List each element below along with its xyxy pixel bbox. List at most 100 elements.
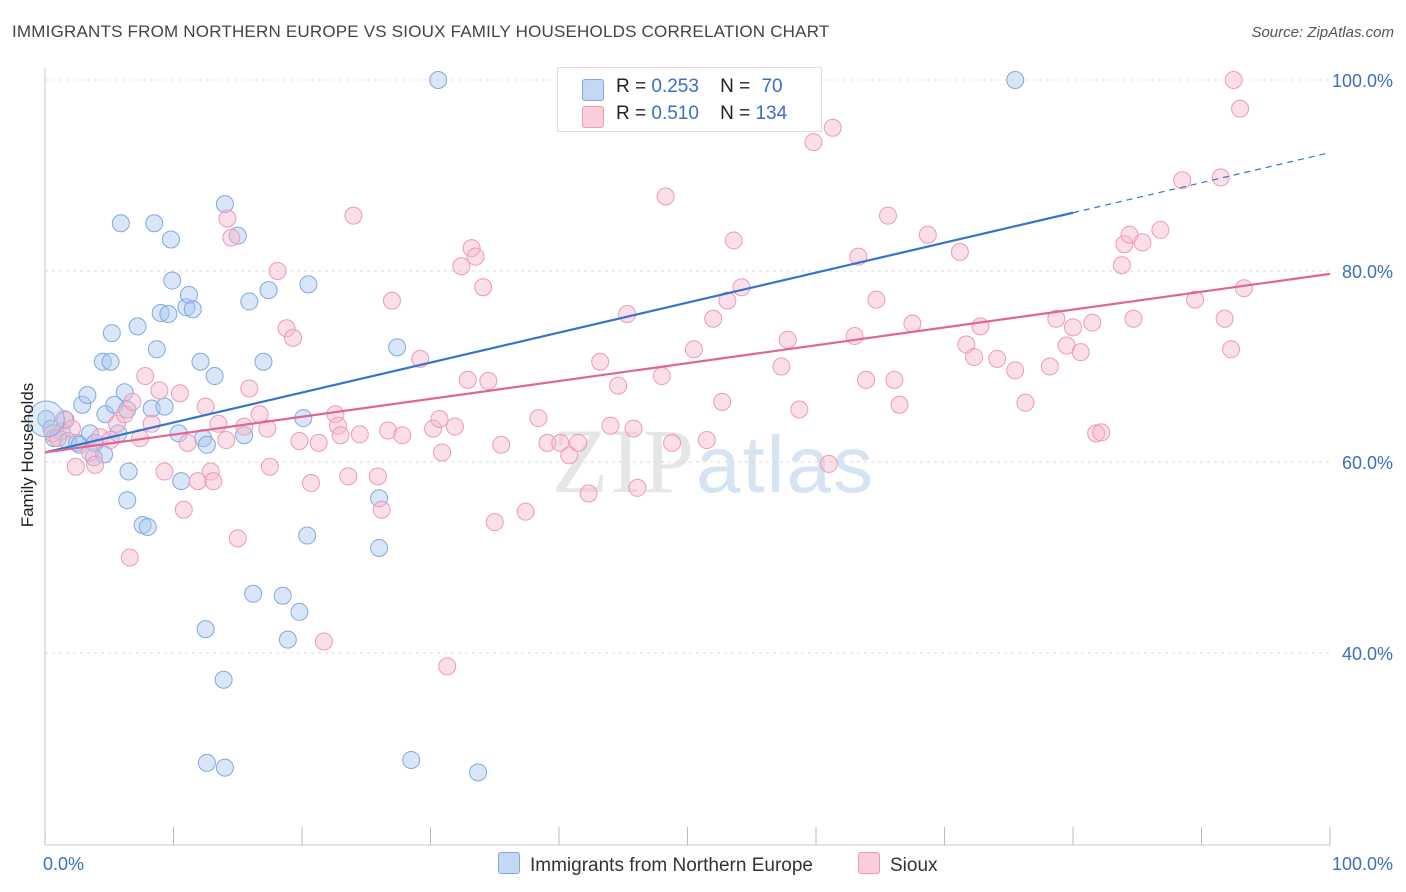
point-sioux <box>344 206 363 225</box>
point-sioux <box>1222 340 1241 359</box>
point-sioux <box>479 371 498 390</box>
point-sioux <box>1006 361 1025 380</box>
point-sioux <box>66 457 85 476</box>
point-sioux <box>240 379 259 398</box>
point-northern-europe <box>147 340 166 359</box>
point-sioux <box>819 454 838 473</box>
point-sioux <box>903 314 922 333</box>
point-sioux <box>772 357 791 376</box>
point-northern-europe <box>278 630 297 649</box>
point-northern-europe <box>172 472 191 491</box>
legend-r-value-northern-europe: 0.253 <box>651 76 699 97</box>
point-sioux <box>804 133 823 152</box>
point-sioux <box>1215 309 1234 328</box>
point-sioux <box>1115 235 1134 254</box>
point-sioux <box>301 474 320 493</box>
point-sioux <box>452 257 471 276</box>
point-sioux <box>218 209 237 228</box>
point-sioux <box>204 472 223 491</box>
legend-n-label: N = <box>720 103 751 124</box>
point-sioux <box>569 433 588 452</box>
point-sioux <box>48 429 67 448</box>
point-sioux <box>1016 393 1035 412</box>
point-sioux <box>107 414 126 433</box>
point-northern-europe <box>290 602 309 621</box>
legend-r-label: R = <box>616 103 647 124</box>
point-sioux <box>579 484 598 503</box>
point-northern-europe <box>183 300 202 319</box>
point-sioux <box>1151 220 1170 239</box>
point-northern-europe <box>298 526 317 545</box>
point-northern-europe <box>244 584 263 603</box>
point-sioux <box>393 426 412 445</box>
y-axis-label: Family Households <box>18 382 37 528</box>
point-sioux <box>1047 309 1066 328</box>
point-northern-europe <box>159 304 178 323</box>
point-sioux <box>222 228 241 247</box>
point-sioux <box>438 657 457 676</box>
point-northern-europe <box>254 352 273 371</box>
point-northern-europe <box>145 214 164 233</box>
point-northern-europe <box>102 324 121 343</box>
point-sioux <box>462 239 481 258</box>
point-sioux <box>217 431 236 450</box>
bottom-legend-label-northern-europe: Immigrants from Northern Europe <box>530 855 813 876</box>
point-sioux <box>258 419 277 438</box>
point-sioux <box>466 247 485 266</box>
point-sioux <box>1092 423 1111 442</box>
point-sioux <box>485 513 504 532</box>
point-sioux <box>652 367 671 386</box>
point-sioux <box>424 419 443 438</box>
point-sioux <box>684 340 703 359</box>
point-sioux <box>474 278 493 297</box>
point-sioux <box>178 433 197 452</box>
legend-r-label: R = <box>616 76 647 97</box>
point-sioux <box>433 443 452 462</box>
point-sioux <box>150 381 169 400</box>
trend-line-northern-europe <box>44 211 1074 454</box>
point-sioux <box>628 478 647 497</box>
point-sioux <box>339 467 358 486</box>
point-northern-europe <box>240 292 259 311</box>
point-sioux <box>314 632 333 651</box>
point-sioux <box>101 431 120 450</box>
point-sioux <box>713 392 732 411</box>
point-northern-europe <box>179 285 198 304</box>
bottom-legend-northern-europe: Immigrants from Northern Europe <box>498 852 813 877</box>
point-sioux <box>1133 233 1152 252</box>
point-sioux <box>885 370 904 389</box>
point-sioux <box>697 431 716 450</box>
point-northern-europe <box>151 304 170 323</box>
point-northern-europe <box>93 352 112 371</box>
point-northern-europe <box>161 230 180 249</box>
point-northern-europe <box>119 462 138 481</box>
point-northern-europe <box>215 195 234 214</box>
point-northern-europe <box>370 489 389 508</box>
bottom-legend-sioux: Sioux <box>858 852 938 877</box>
point-northern-europe <box>78 386 97 405</box>
point-northern-europe <box>429 71 448 89</box>
point-sioux <box>1087 424 1106 443</box>
point-sioux <box>284 328 303 347</box>
point-sioux <box>516 502 535 521</box>
point-sioux <box>382 291 401 310</box>
point-sioux <box>290 431 309 450</box>
point-northern-europe <box>101 352 120 371</box>
point-sioux <box>350 425 369 444</box>
y-tick-label: 100.0% <box>1332 71 1393 91</box>
point-sioux <box>379 421 398 440</box>
point-sioux <box>704 309 723 328</box>
point-sioux <box>790 400 809 419</box>
point-sioux <box>988 349 1007 368</box>
point-sioux <box>618 304 637 323</box>
point-sioux <box>624 419 643 438</box>
point-northern-europe <box>402 750 421 769</box>
point-sioux <box>823 118 842 137</box>
point-sioux <box>663 433 682 452</box>
legend-n-value-sioux: 134 <box>755 103 788 124</box>
point-northern-europe-large <box>27 400 65 438</box>
x-tick-label: 0.0% <box>43 854 84 874</box>
point-northern-europe <box>215 758 234 777</box>
point-sioux <box>1064 318 1082 337</box>
point-sioux <box>309 433 328 452</box>
